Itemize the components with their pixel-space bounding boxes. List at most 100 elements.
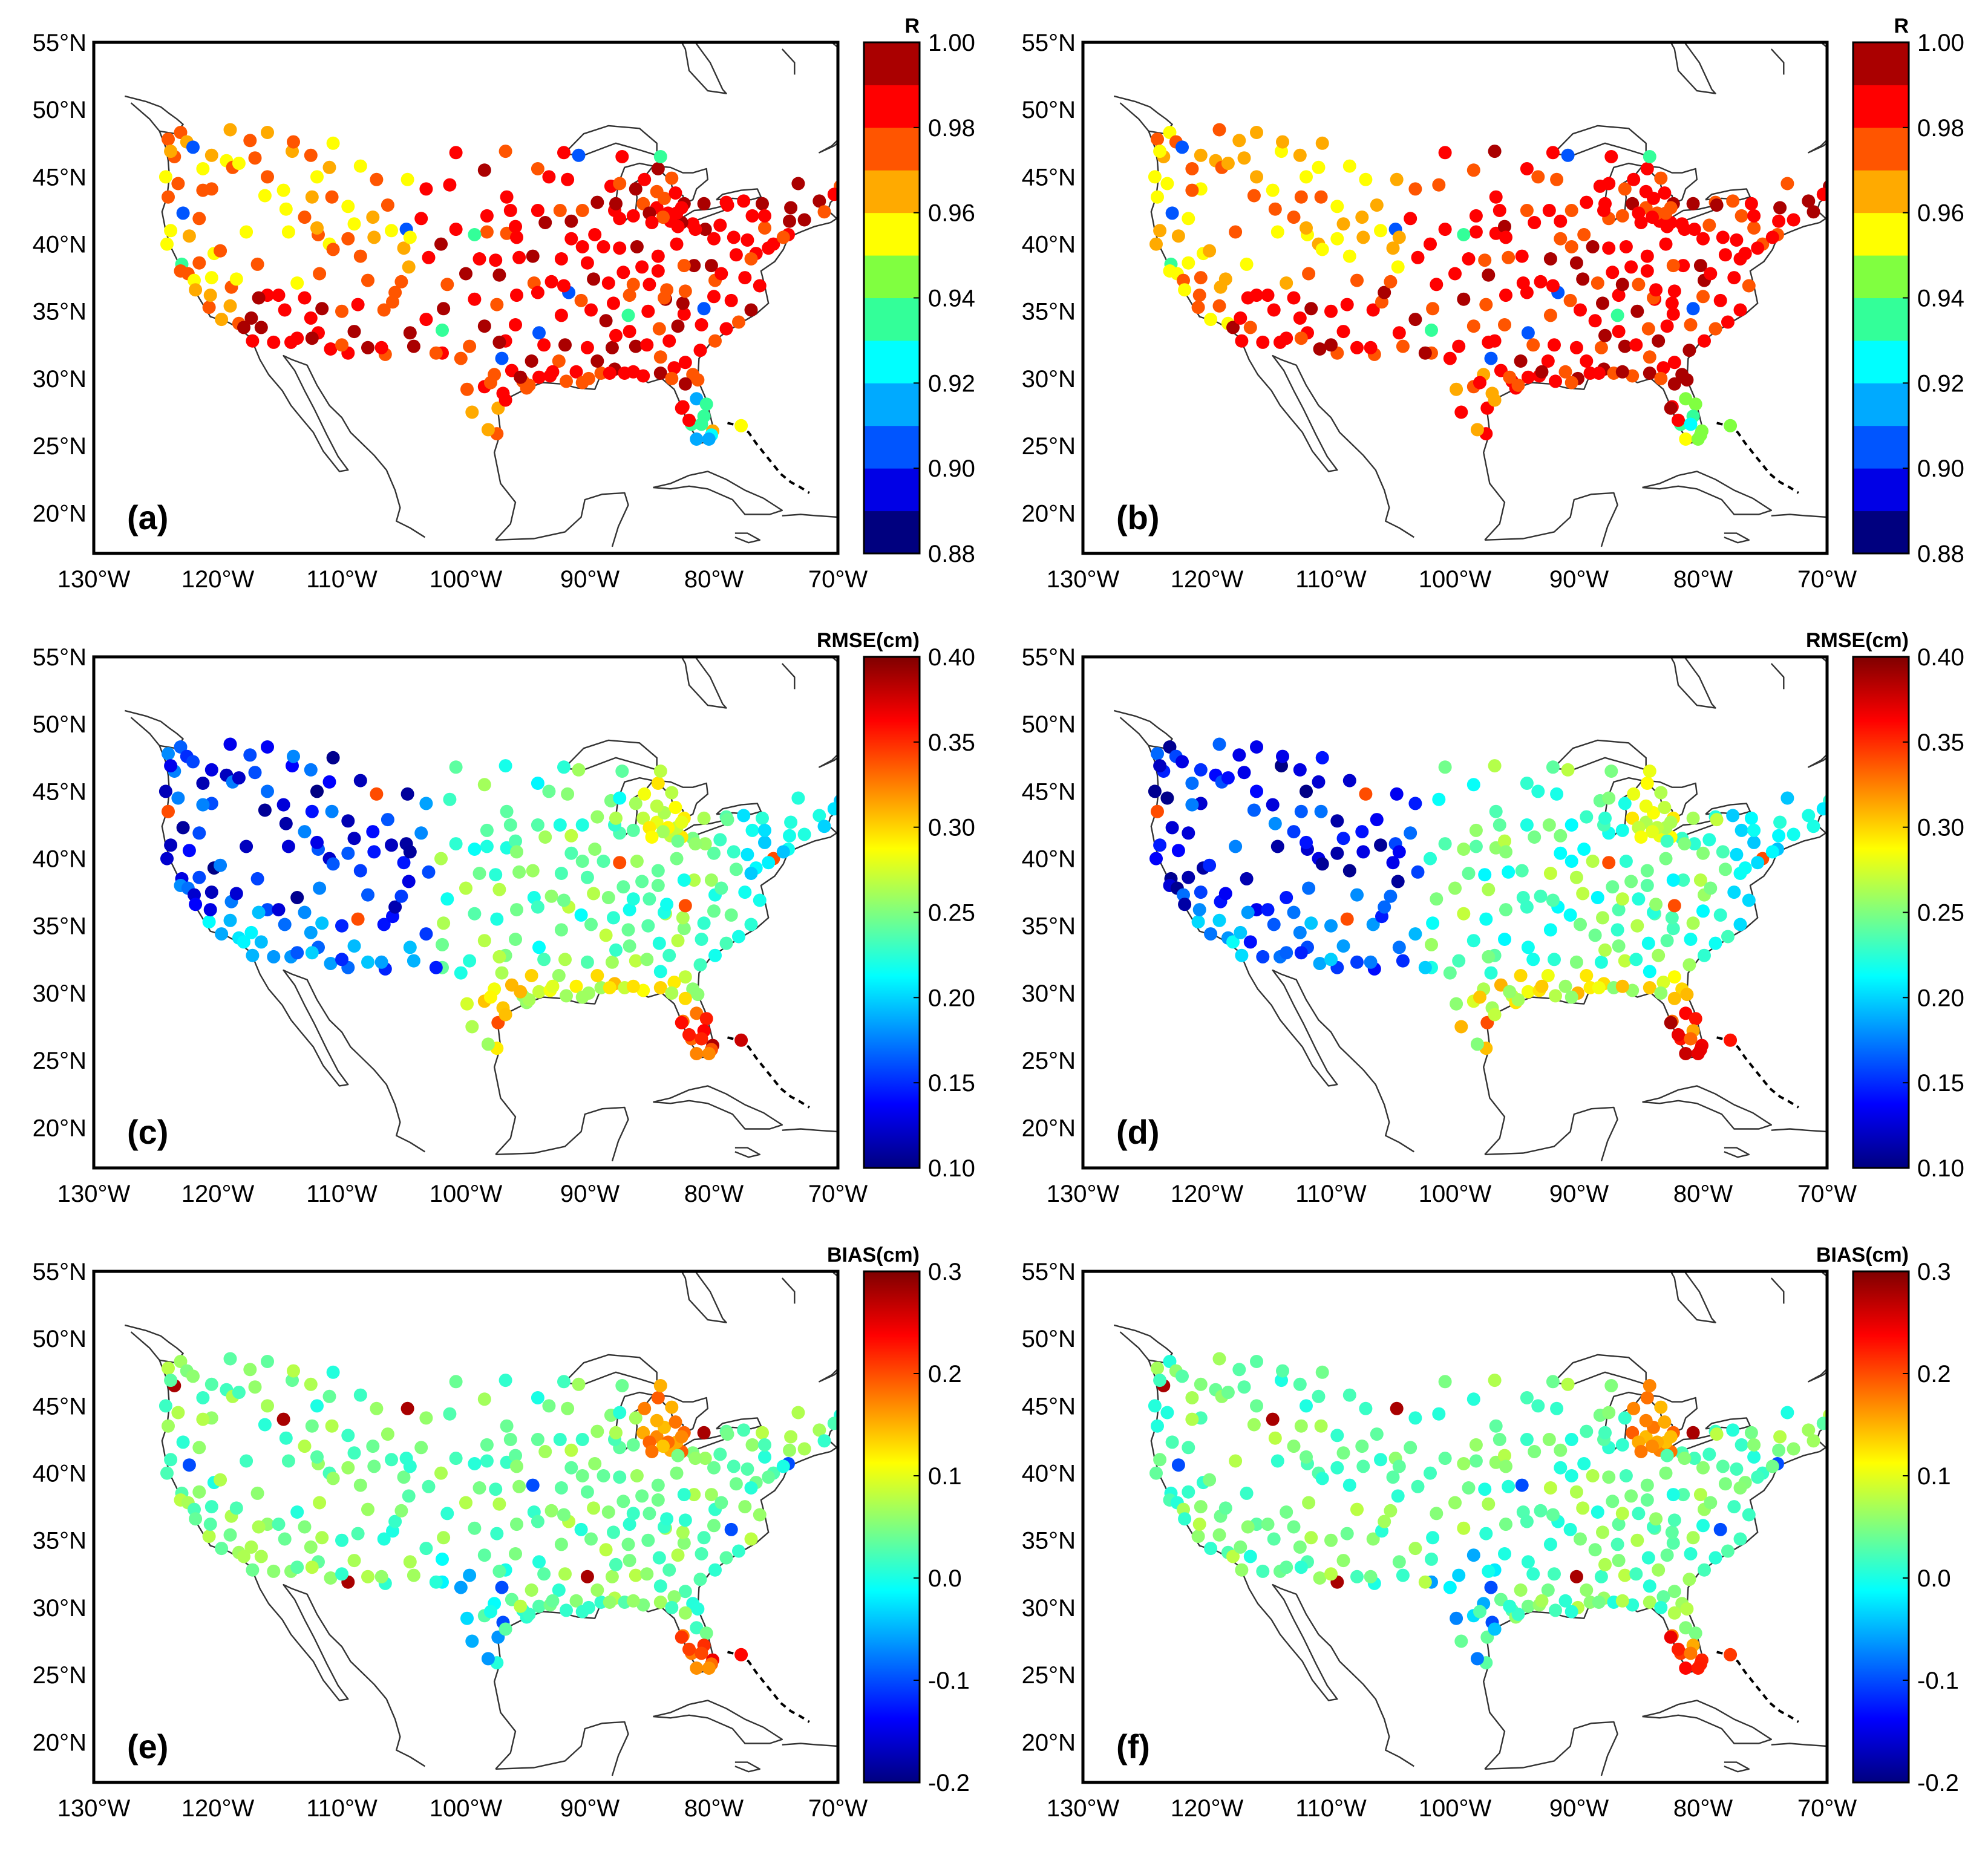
station-point: [1721, 930, 1735, 944]
station-point: [653, 1379, 667, 1392]
station-point: [1229, 1454, 1243, 1468]
station-point: [1212, 299, 1226, 313]
station-point: [1546, 1508, 1560, 1522]
station-point: [419, 927, 433, 941]
coastline-path: [159, 745, 426, 1153]
coastline-path: [681, 657, 727, 709]
station-point: [1151, 1361, 1164, 1375]
station-point: [1641, 1551, 1655, 1565]
station-point: [1594, 341, 1608, 354]
station-point: [1534, 889, 1548, 903]
station-point: [1247, 803, 1261, 817]
coastline-path: [125, 709, 184, 749]
station-point: [1550, 787, 1564, 801]
station-point: [678, 284, 692, 298]
station-point: [495, 1580, 509, 1594]
station-point: [1531, 784, 1545, 798]
station-point: [1448, 1496, 1462, 1510]
station-point: [1632, 1507, 1646, 1521]
station-point: [414, 1441, 428, 1455]
station-point: [1408, 1542, 1422, 1556]
station-point: [1503, 1599, 1517, 1613]
station-point: [1742, 1508, 1756, 1522]
station-point: [575, 1433, 589, 1446]
coastline-path: [1642, 471, 1772, 515]
station-point: [499, 759, 512, 773]
station-point: [745, 209, 759, 223]
station-point: [626, 1594, 640, 1608]
station-point: [388, 1515, 402, 1528]
station-point: [1355, 1440, 1369, 1453]
station-point: [560, 989, 573, 1003]
station-point: [252, 1520, 266, 1534]
station-point: [688, 223, 702, 236]
station-point: [510, 845, 523, 859]
station-point: [542, 784, 556, 798]
station-point: [651, 264, 665, 278]
station-point: [1667, 1585, 1681, 1599]
colorbar-title: BIAS(cm): [1816, 1244, 1909, 1267]
station-point: [1462, 1481, 1476, 1495]
station-point: [254, 935, 268, 949]
station-point: [261, 1355, 274, 1368]
station-point: [1267, 1532, 1281, 1546]
station-point: [1676, 259, 1690, 273]
station-point: [1615, 823, 1629, 837]
station-point: [214, 244, 227, 258]
station-point: [561, 787, 575, 801]
lon-tick-label: 70°W: [808, 566, 868, 593]
station-point: [436, 323, 449, 337]
station-point: [1276, 1364, 1289, 1378]
station-point: [708, 334, 722, 348]
station-point: [1203, 1473, 1217, 1487]
station-point: [1667, 377, 1681, 391]
station-point: [1615, 892, 1629, 906]
lon-tick-label: 90°W: [1549, 566, 1609, 593]
station-point: [1489, 190, 1503, 204]
station-point: [335, 304, 348, 318]
station-point: [587, 272, 601, 286]
station-point: [1626, 197, 1640, 210]
station-point: [1598, 1557, 1612, 1571]
station-point: [407, 339, 420, 353]
station-point: [693, 344, 707, 357]
station-point: [304, 148, 318, 162]
lat-tick-label: 40°N: [33, 846, 87, 873]
station-point: [629, 797, 643, 810]
station-point: [159, 1399, 172, 1413]
station-point: [1454, 405, 1468, 419]
station-point: [734, 419, 748, 432]
coastline-path: [159, 1360, 426, 1767]
station-point: [564, 1461, 578, 1475]
station-point: [174, 740, 188, 754]
station-point: [623, 1518, 636, 1531]
station-point: [278, 303, 292, 317]
station-point: [1548, 338, 1561, 352]
lat-tick-label: 20°N: [33, 500, 87, 527]
station-point: [326, 136, 340, 150]
station-point: [1765, 1459, 1779, 1473]
station-point: [758, 1450, 771, 1464]
station-point: [741, 1462, 754, 1476]
station-point: [813, 194, 826, 208]
lon-tick-label: 120°W: [181, 1795, 255, 1822]
colorbar-tick-label: -0.2: [1917, 1770, 1959, 1796]
lat-tick-label: 55°N: [33, 1259, 87, 1285]
station-point: [1315, 243, 1329, 256]
station-point: [665, 786, 679, 800]
coastline-path: [1148, 131, 1414, 538]
station-point: [626, 278, 640, 292]
station-point: [1411, 865, 1425, 879]
station-point: [1640, 864, 1654, 878]
station-point: [310, 1399, 324, 1413]
lat-tick-label: 45°N: [1022, 778, 1076, 805]
station-point: [1498, 933, 1511, 946]
station-point: [707, 1461, 721, 1475]
station-point: [326, 857, 340, 871]
station-point: [171, 791, 185, 805]
station-point: [394, 889, 408, 903]
station-point: [682, 1642, 696, 1656]
station-point: [422, 250, 436, 264]
station-point: [1218, 272, 1232, 286]
